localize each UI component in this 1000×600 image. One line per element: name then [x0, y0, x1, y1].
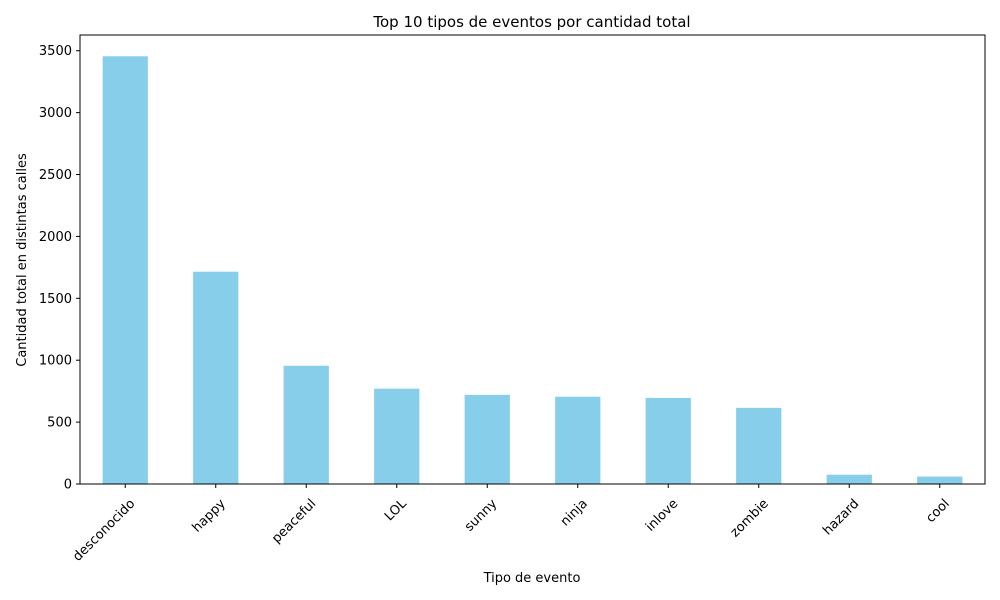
x-tick-label: LOL	[382, 496, 410, 524]
x-axis: desconocido happy peaceful LOL sunny ninja inl…	[70, 484, 953, 565]
y-tick-label: 1500	[39, 292, 72, 307]
x-tick-label: sunny	[462, 496, 501, 535]
bar-zombie	[736, 407, 782, 484]
chart-title: Top 10 tipos de eventos por cantidad tot…	[372, 13, 690, 31]
x-axis-title: Tipo de evento	[483, 571, 581, 586]
y-tick-label: 2500	[39, 168, 72, 183]
plot-frame	[79, 34, 986, 485]
y-tick-label: 3500	[39, 44, 72, 59]
bar-hazard	[826, 474, 872, 484]
y-tick-label: 500	[47, 416, 72, 431]
bar-sunny	[464, 394, 510, 484]
bar-happy	[193, 271, 239, 484]
bar-peaceful	[283, 365, 329, 484]
y-tick-label: 3000	[39, 106, 72, 121]
x-tick-label: inlove	[643, 496, 681, 534]
x-tick-label: cool	[923, 496, 952, 525]
x-tick-label: happy	[190, 496, 229, 535]
x-tick-label: hazard	[820, 496, 862, 538]
y-tick-label: 2000	[39, 230, 72, 245]
x-tick-label: ninja	[558, 496, 591, 529]
y-tick-label: 0	[64, 478, 72, 493]
x-tick-label: peaceful	[269, 496, 319, 546]
bar-inlove	[645, 397, 691, 484]
plot-area	[102, 56, 963, 484]
y-axis: 0 500 1000 1500 2000 2500 3000 3500	[39, 44, 80, 493]
x-tick-label: desconocido	[70, 496, 138, 564]
bar-ninja	[555, 396, 601, 484]
bar-cool	[917, 476, 963, 484]
y-axis-title: Cantidad total en distintas calles	[15, 153, 30, 367]
bar-lol	[374, 388, 420, 484]
x-tick-label: zombie	[728, 496, 772, 540]
y-tick-label: 1000	[39, 354, 72, 369]
bar-desconocido	[102, 56, 148, 484]
